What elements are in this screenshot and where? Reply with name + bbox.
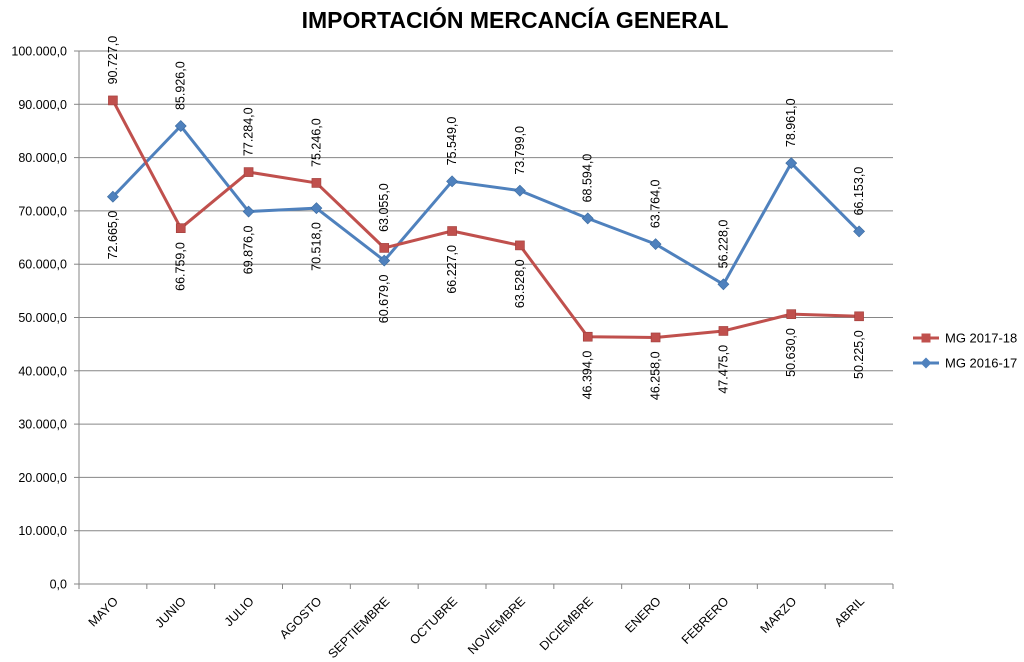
series-lines [106, 95, 866, 343]
data-label: 63.764,0 [649, 179, 663, 228]
data-label: 63.055,0 [377, 183, 391, 232]
data-label: 77.284,0 [242, 107, 256, 156]
legend-marker [920, 357, 932, 369]
data-point [174, 120, 187, 132]
data-point [854, 311, 864, 322]
data-point [786, 309, 797, 319]
data-label: 46.394,0 [581, 351, 595, 400]
data-point [582, 331, 593, 342]
data-point [243, 167, 254, 177]
data-point [513, 184, 526, 197]
data-point [718, 326, 729, 336]
data-label: 70.518,0 [309, 222, 323, 271]
legend-label: MG 2017-18 [945, 331, 1017, 346]
y-tick-label: 80.000,0 [18, 151, 67, 165]
y-tick-label: 90.000,0 [18, 98, 67, 112]
data-point [581, 212, 594, 225]
x-tick-label: JUNIO [152, 594, 189, 631]
data-label: 73.799,0 [513, 126, 527, 175]
data-label: 66.153,0 [852, 167, 866, 216]
y-tick-label: 60.000,0 [18, 258, 67, 272]
data-label: 66.227,0 [445, 245, 459, 294]
data-label: 63.528,0 [513, 259, 527, 308]
data-point [378, 254, 391, 267]
data-labels: 90.727,0 72.665,0 66.759,0 85.926,0 77.284,0… [106, 36, 866, 400]
y-tick-label: 50.000,0 [18, 311, 67, 325]
data-point [649, 238, 662, 251]
chart-title: IMPORTACIÓN MERCANCÍA GENERAL [302, 6, 729, 33]
data-point [310, 202, 323, 215]
y-tick-label: 20.000,0 [18, 471, 67, 485]
data-label: 50.630,0 [784, 328, 798, 377]
legend-marker [921, 333, 931, 343]
x-tick-label: MAYO [86, 594, 121, 629]
series-line [111, 99, 860, 339]
data-label: 69.876,0 [242, 226, 256, 275]
y-tick-label: 40.000,0 [18, 364, 67, 378]
x-tick-label: MARZO [758, 594, 800, 636]
x-tick-label: AGOSTO [277, 594, 325, 642]
data-label: 72.665,0 [106, 211, 120, 260]
data-label: 56.228,0 [716, 220, 730, 269]
data-point [717, 278, 730, 291]
data-point [447, 226, 457, 236]
data-label: 50.225,0 [852, 330, 866, 379]
y-tick-label: 100.000,0 [11, 45, 67, 59]
legend: MG 2017-18 MG 2016-17 [913, 331, 1017, 371]
data-point [175, 223, 186, 233]
x-tick-label: ABRIL [832, 594, 867, 629]
data-label: 60.679,0 [377, 275, 391, 324]
x-tick-label: SEPTIEMBRE [325, 594, 392, 661]
data-point [311, 178, 322, 188]
y-tick-label: 30.000,0 [18, 418, 67, 432]
y-tick-label: 0,0 [50, 578, 67, 592]
data-label: 78.961,0 [784, 98, 798, 147]
data-point [108, 95, 118, 106]
data-point [446, 175, 459, 188]
data-label: 66.759,0 [174, 242, 188, 291]
legend-label: MG 2016-17 [945, 356, 1017, 371]
y-tick-label: 10.000,0 [18, 524, 67, 538]
x-tick-label: DICIEMBRE [537, 594, 596, 653]
data-point [379, 243, 390, 253]
x-tick-label: OCTUBRE [407, 594, 460, 647]
data-label: 75.246,0 [309, 118, 323, 167]
x-tick-label: FEBRERO [679, 594, 732, 647]
x-tick-label: NOVIEMBRE [465, 594, 528, 657]
y-tick-label: 70.000,0 [18, 204, 67, 218]
data-label: 68.594,0 [581, 154, 595, 203]
data-label: 47.475,0 [716, 345, 730, 394]
data-label: 75.549,0 [445, 117, 459, 166]
data-point [106, 190, 119, 203]
data-point [785, 157, 798, 170]
data-point [650, 332, 661, 343]
x-tick-label: ENERO [622, 594, 664, 636]
series-line [111, 124, 861, 286]
data-label: 90.727,0 [106, 36, 120, 85]
gridlines [79, 50, 893, 532]
data-label: 46.258,0 [649, 351, 663, 400]
data-label: 85.926,0 [174, 61, 188, 110]
data-point [853, 225, 866, 238]
data-point [515, 240, 525, 251]
data-point [242, 205, 255, 218]
x-tick-label: JULIO [222, 594, 257, 629]
